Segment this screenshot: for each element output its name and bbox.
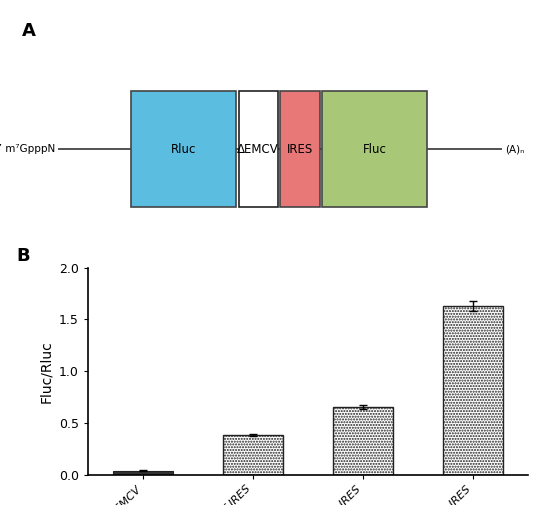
Bar xyxy=(333,408,393,475)
Bar xyxy=(113,471,173,475)
Text: (A)ₙ: (A)ₙ xyxy=(505,144,524,154)
Text: B: B xyxy=(16,247,30,266)
Bar xyxy=(223,435,283,475)
Bar xyxy=(443,306,503,475)
FancyBboxPatch shape xyxy=(322,91,427,207)
Text: IRES: IRES xyxy=(287,142,313,156)
Text: ΔEMCV: ΔEMCV xyxy=(237,142,279,156)
Text: A: A xyxy=(22,22,36,40)
FancyBboxPatch shape xyxy=(131,91,236,207)
FancyBboxPatch shape xyxy=(239,91,278,207)
Text: 5’ m⁷GpppN: 5’ m⁷GpppN xyxy=(0,144,56,154)
Text: Rluc: Rluc xyxy=(171,142,196,156)
FancyBboxPatch shape xyxy=(280,91,320,207)
Y-axis label: Fluc/Rluc: Fluc/Rluc xyxy=(40,340,53,402)
Text: Fluc: Fluc xyxy=(362,142,386,156)
